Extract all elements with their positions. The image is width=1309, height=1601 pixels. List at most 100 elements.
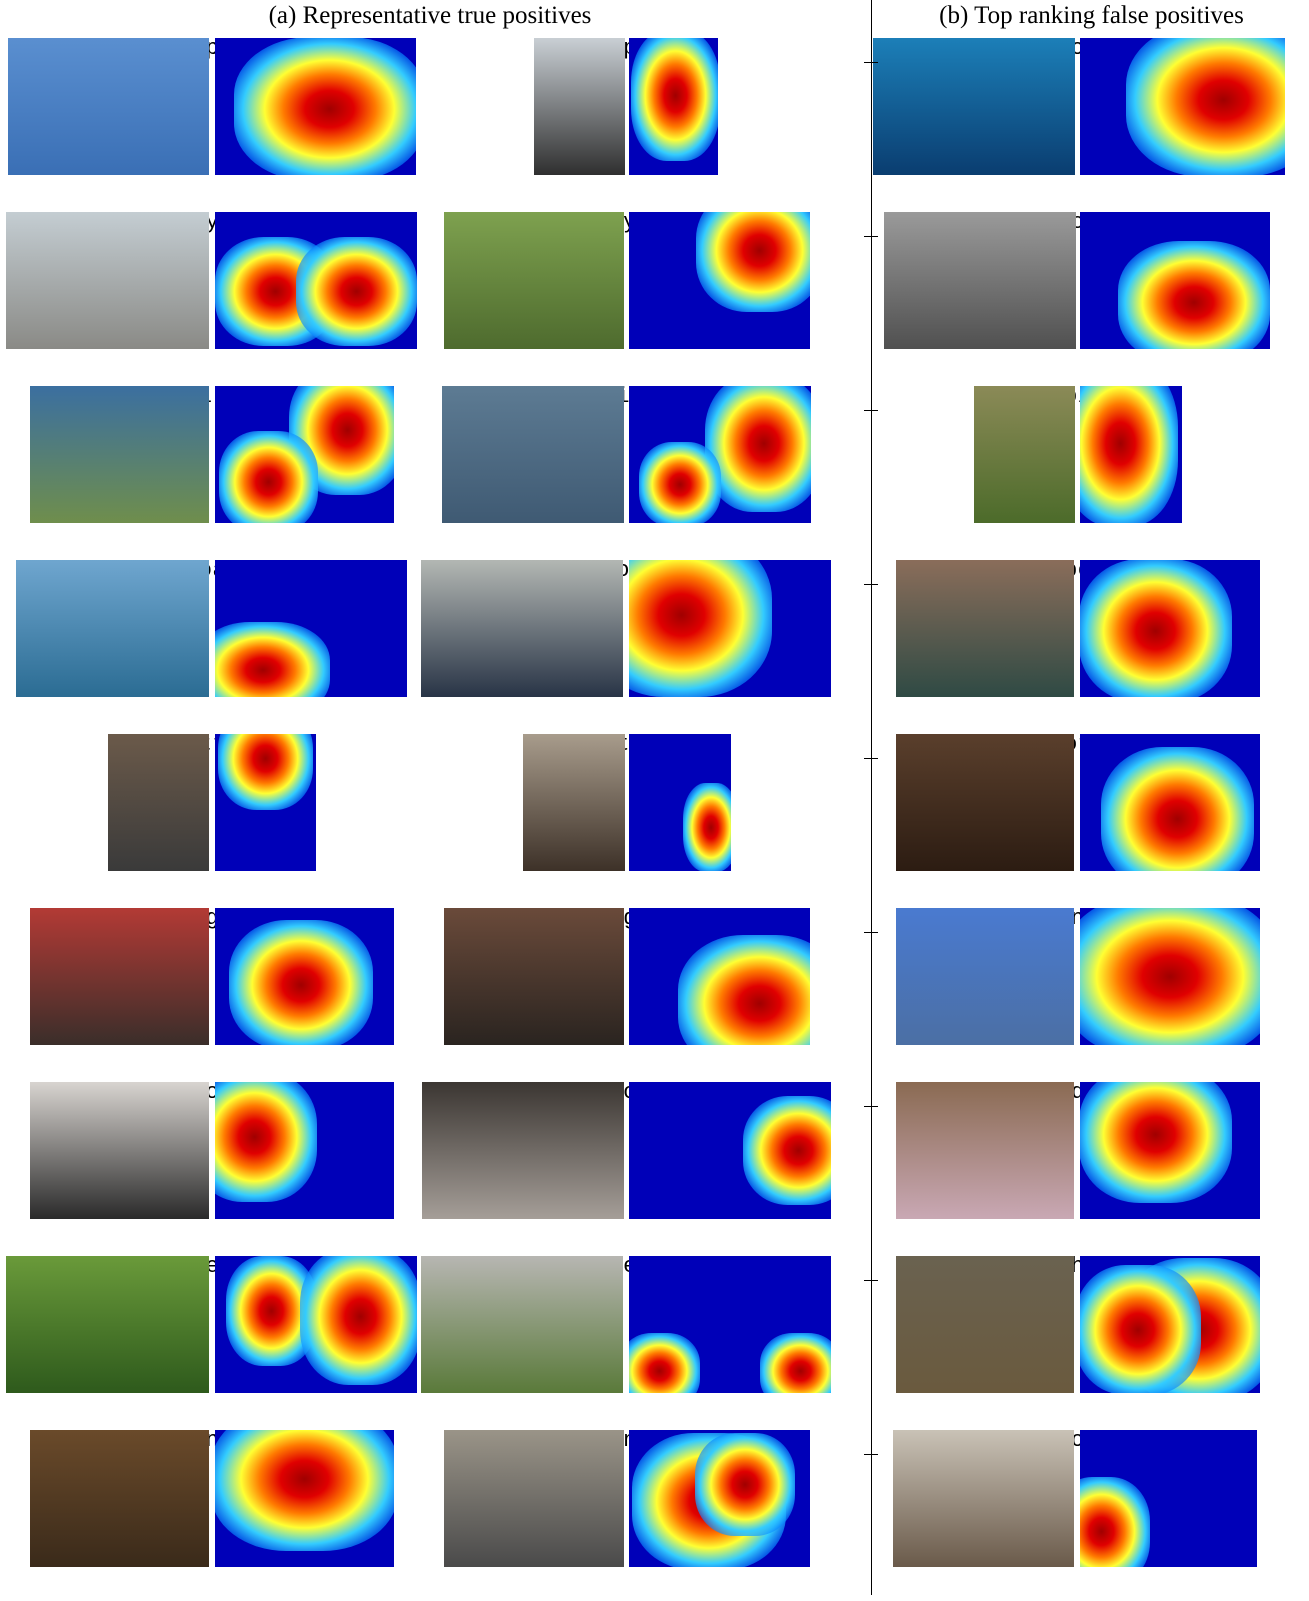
heatmap-peak xyxy=(677,935,810,1045)
true-positive-example: bicycle xyxy=(430,211,830,383)
divider-tick xyxy=(864,1454,878,1455)
activation-heatmap xyxy=(215,212,417,349)
heatmap-peak xyxy=(760,1333,831,1393)
example-photo xyxy=(896,1082,1074,1219)
example-photo xyxy=(30,908,209,1045)
figure-row-bird: birdbirdbird xyxy=(0,385,1309,557)
true-positive-example: aeroplane xyxy=(470,37,790,209)
divider-tick xyxy=(864,1106,878,1107)
activation-heatmap xyxy=(215,1082,394,1219)
figure-row-dog: dogdogdog xyxy=(0,1081,1309,1253)
heatmap-peak xyxy=(639,441,721,523)
heatmap-peak xyxy=(1080,908,1260,1045)
heatmap-peak xyxy=(215,1430,394,1552)
false-positive-example: bird xyxy=(874,385,1309,557)
heatmap-peak xyxy=(215,621,331,697)
activation-heatmap xyxy=(1080,212,1270,349)
activation-heatmap xyxy=(629,1430,810,1567)
heatmap-peak xyxy=(299,1256,417,1385)
true-positive-example: dog xyxy=(420,1081,840,1253)
example-photo xyxy=(444,1430,624,1567)
false-positive-example: bottle xyxy=(874,733,1309,905)
activation-heatmap xyxy=(1080,1256,1260,1393)
heatmap-peak xyxy=(229,919,373,1045)
heatmap-peak xyxy=(295,236,417,347)
heatmap-peak xyxy=(234,38,416,175)
example-photo xyxy=(16,560,209,697)
example-photo xyxy=(896,734,1074,871)
activation-heatmap xyxy=(1080,1430,1257,1567)
example-photo xyxy=(421,1256,623,1393)
example-photo xyxy=(422,1082,624,1219)
heatmap-peak xyxy=(217,734,314,811)
example-photo xyxy=(30,1430,209,1567)
example-photo xyxy=(30,1082,209,1219)
false-positive-example: boat xyxy=(874,559,1309,731)
false-positive-example: bicycle xyxy=(874,211,1309,383)
true-positive-example: tvmonitor xyxy=(430,1429,830,1601)
true-positive-example: dog xyxy=(0,1081,425,1253)
true-positive-example: diningtable xyxy=(430,907,830,1079)
column-title-true-positives: (a) Representative true positives xyxy=(268,2,592,29)
false-positive-example: dog xyxy=(874,1081,1309,1253)
activation-heatmap xyxy=(215,386,394,523)
true-positive-example: bicycle xyxy=(0,211,425,383)
figure-row-sheep: sheepsheepsheep xyxy=(0,1255,1309,1427)
example-photo xyxy=(421,560,623,697)
example-photo xyxy=(896,560,1074,697)
activation-heatmap xyxy=(629,386,811,523)
example-photo xyxy=(893,1430,1074,1567)
activation-heatmap xyxy=(1080,38,1285,175)
heatmap-peak xyxy=(1080,1264,1201,1393)
activation-heatmap xyxy=(629,1256,831,1393)
figure-row-bicycle: bicyclebicyclebicycle xyxy=(0,211,1309,383)
true-positive-example: tvmonitor xyxy=(0,1429,425,1601)
true-positive-example: diningtable xyxy=(0,907,425,1079)
activation-heatmap xyxy=(629,734,731,871)
heatmap-peak xyxy=(682,782,731,871)
example-photo xyxy=(974,386,1075,523)
divider-tick xyxy=(864,932,878,933)
activation-heatmap xyxy=(1080,908,1260,1045)
true-positive-example: bottle xyxy=(470,733,790,905)
heatmap-peak xyxy=(629,1333,700,1393)
figure-row-diningtable: diningtablediningtablediningtable xyxy=(0,907,1309,1079)
example-photo xyxy=(444,908,624,1045)
example-photo xyxy=(523,734,625,871)
heatmap-peak xyxy=(695,1433,795,1537)
example-photo xyxy=(884,212,1076,349)
example-photo xyxy=(108,734,209,871)
class-label: bottle xyxy=(171,732,254,757)
divider-tick xyxy=(864,584,878,585)
heatmap-peak xyxy=(1126,38,1285,175)
true-positive-example: bird xyxy=(430,385,830,557)
activation-heatmap xyxy=(215,560,407,697)
example-photo xyxy=(896,908,1074,1045)
activation-heatmap xyxy=(1080,1082,1260,1219)
figure-row-boat: boatboatboat xyxy=(0,559,1309,731)
activation-heatmap xyxy=(1080,386,1182,523)
true-positive-example: sheep xyxy=(420,1255,840,1427)
divider-tick xyxy=(864,62,878,63)
example-photo xyxy=(444,212,624,349)
example-photo xyxy=(534,38,625,175)
divider-tick xyxy=(864,758,878,759)
false-positive-example: sheep xyxy=(874,1255,1309,1427)
example-photo xyxy=(442,386,624,523)
activation-heatmap xyxy=(629,38,718,175)
example-photo xyxy=(30,386,209,523)
activation-heatmap xyxy=(215,908,394,1045)
false-positive-example: diningtable xyxy=(874,907,1309,1079)
figure-row-tvmonitor: tvmonitortvmonitortvmonitor xyxy=(0,1429,1309,1601)
example-photo xyxy=(873,38,1075,175)
figure-row-bottle: bottle bottle bottle xyxy=(0,732,1309,905)
example-photo xyxy=(8,38,209,175)
true-positive-example: boat xyxy=(420,559,840,731)
divider-tick xyxy=(864,1280,878,1281)
true-positive-example: sheep xyxy=(0,1255,425,1427)
heatmap-peak xyxy=(743,1095,831,1206)
heatmap-peak xyxy=(630,38,718,161)
activation-heatmap xyxy=(215,1256,417,1393)
heatmap-peak xyxy=(704,386,811,513)
activation-heatmap xyxy=(629,908,810,1045)
